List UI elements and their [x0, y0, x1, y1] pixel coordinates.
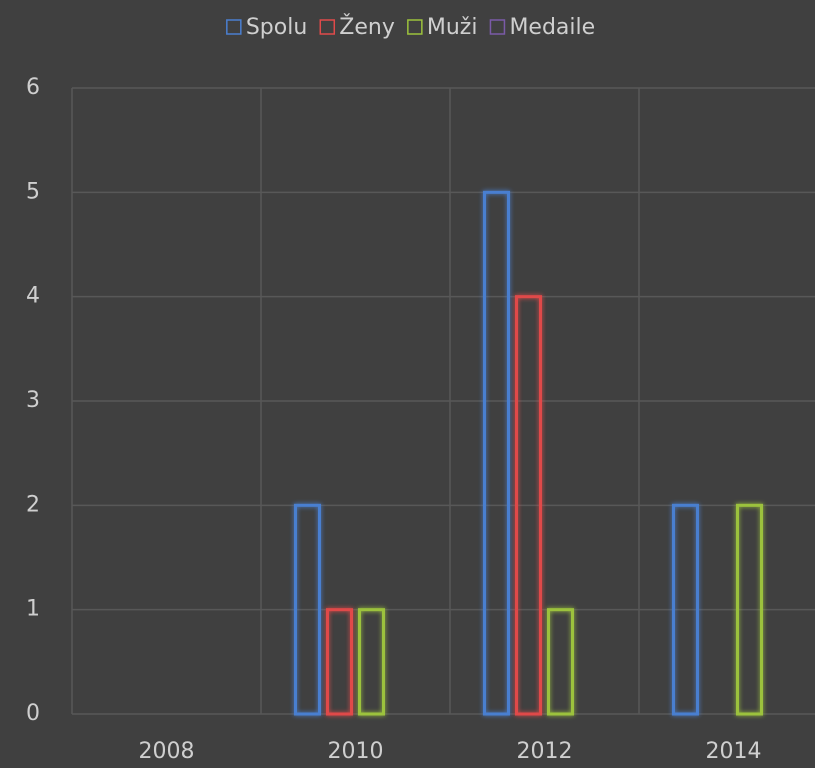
legend-swatch — [489, 19, 506, 35]
bar — [515, 295, 542, 716]
x-tick-label: 2014 — [706, 739, 762, 764]
bar — [294, 503, 321, 716]
legend-label: Muži — [427, 15, 478, 40]
x-tick-label: 2010 — [328, 739, 384, 764]
y-tick-label: 5 — [26, 179, 40, 204]
x-tick-label: 2008 — [139, 739, 195, 764]
y-tick-label: 4 — [26, 284, 40, 309]
legend: Spolu Ženy Muži Medaile — [226, 14, 595, 40]
bar — [672, 503, 699, 716]
bar — [358, 608, 385, 716]
legend-label: Spolu — [246, 15, 307, 40]
bar — [483, 190, 510, 716]
legend-swatch — [407, 19, 423, 35]
legend-label: Ženy — [339, 14, 395, 40]
legend-label: Medaile — [509, 15, 595, 40]
y-tick-label: 6 — [26, 75, 40, 100]
x-tick-label: 2012 — [517, 739, 573, 764]
bar — [326, 608, 353, 716]
legend-swatch — [319, 19, 336, 35]
legend-swatch — [226, 19, 242, 35]
y-tick-label: 3 — [26, 388, 40, 413]
y-tick-label: 1 — [26, 597, 40, 622]
bar — [736, 503, 763, 716]
y-tick-label: 0 — [26, 701, 40, 726]
bar — [547, 608, 574, 716]
y-tick-label: 2 — [26, 492, 40, 517]
